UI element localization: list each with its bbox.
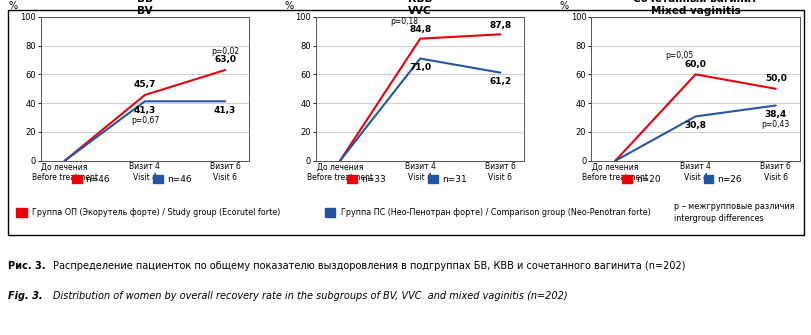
Text: 41,3: 41,3 bbox=[214, 106, 236, 115]
Text: 87,8: 87,8 bbox=[489, 21, 511, 30]
Text: 50,0: 50,0 bbox=[764, 74, 786, 83]
Text: p=0,18: p=0,18 bbox=[389, 17, 418, 26]
Text: p=0,02: p=0,02 bbox=[211, 47, 239, 56]
Title: КВВ
VVC: КВВ VVC bbox=[407, 0, 432, 16]
Text: 71,0: 71,0 bbox=[409, 63, 431, 72]
Text: p=0,43: p=0,43 bbox=[761, 120, 789, 129]
Y-axis label: %: % bbox=[9, 1, 18, 11]
Text: Fig. 3.: Fig. 3. bbox=[8, 291, 43, 302]
Text: n=46: n=46 bbox=[85, 175, 110, 184]
Text: 45,7: 45,7 bbox=[134, 80, 156, 89]
Text: Группа ОП (Экорутель форте) / Study group (Ecorutel forte): Группа ОП (Экорутель форте) / Study grou… bbox=[32, 208, 281, 217]
Text: Распределение пациенток по общему показателю выздоровления в подгруппах БВ, КВВ : Распределение пациенток по общему показа… bbox=[53, 261, 684, 271]
Text: 63,0: 63,0 bbox=[214, 55, 236, 64]
Text: p=0,67: p=0,67 bbox=[131, 116, 159, 125]
Text: n=46: n=46 bbox=[166, 175, 191, 184]
Text: 60,0: 60,0 bbox=[684, 60, 706, 69]
Y-axis label: %: % bbox=[559, 1, 568, 11]
Title: БВ
BV: БВ BV bbox=[137, 0, 152, 16]
Text: Distribution of women by overall recovery rate in the subgroups of BV, VVC  and : Distribution of women by overall recover… bbox=[53, 291, 567, 302]
Text: n=20: n=20 bbox=[636, 175, 660, 184]
Y-axis label: %: % bbox=[284, 1, 293, 11]
Text: p=0,05: p=0,05 bbox=[664, 51, 693, 60]
Text: 38,4: 38,4 bbox=[764, 110, 786, 119]
Text: 84,8: 84,8 bbox=[409, 25, 431, 34]
Title: Сочетанный вагинит
Mixed vaginitis: Сочетанный вагинит Mixed vaginitis bbox=[633, 0, 757, 16]
Text: 61,2: 61,2 bbox=[489, 77, 511, 86]
Text: Группа ПС (Нео-Пенотран форте) / Comparison group (Neo-Penotran forte): Группа ПС (Нео-Пенотран форте) / Compari… bbox=[341, 208, 650, 217]
Text: n=31: n=31 bbox=[442, 175, 466, 184]
Text: Рис. 3.: Рис. 3. bbox=[8, 261, 45, 271]
Text: 30,8: 30,8 bbox=[684, 121, 706, 130]
Text: n=33: n=33 bbox=[361, 175, 385, 184]
Text: 41,3: 41,3 bbox=[134, 106, 156, 115]
Text: р – межгрупповые различия
intergroup differences: р – межгрупповые различия intergroup dif… bbox=[673, 202, 793, 223]
Text: n=26: n=26 bbox=[717, 175, 741, 184]
